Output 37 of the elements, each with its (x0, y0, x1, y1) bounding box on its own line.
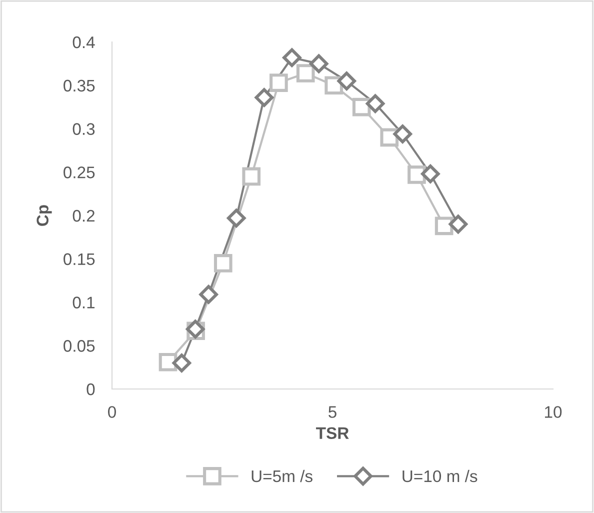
y-tick-label: 0.1 (72, 296, 95, 308)
legend-label: U=5m /s (252, 470, 312, 482)
point (421, 164, 440, 184)
point (158, 352, 178, 372)
point (242, 167, 261, 186)
point (324, 76, 343, 95)
point (380, 128, 399, 147)
y-tick-label: 0.05 (64, 340, 95, 352)
x-tick-label: 5 (328, 406, 336, 418)
x-axis-title: TSR (316, 427, 349, 439)
point (448, 214, 468, 234)
point (254, 88, 274, 107)
y-tick-label: 0.2 (72, 210, 94, 222)
y-tick-label: 0 (86, 383, 95, 396)
y-tick-label: 0.4 (72, 36, 95, 48)
point (172, 354, 192, 372)
point (270, 74, 288, 92)
x-tick-label: 10 (545, 406, 562, 418)
point (199, 285, 218, 304)
point (282, 48, 302, 67)
point (366, 94, 385, 113)
point (408, 166, 426, 184)
point (226, 208, 246, 228)
point (309, 54, 328, 74)
y-axis-title: Cp (36, 205, 52, 226)
point (214, 254, 232, 272)
y-tick-label: 0.15 (64, 253, 95, 266)
point (393, 124, 412, 144)
legend-label: U=10 m /s (402, 470, 478, 482)
y-tick-label: 0.25 (64, 166, 95, 178)
point (296, 64, 315, 82)
y-tick-label: 0.3 (72, 123, 95, 135)
point (337, 72, 356, 90)
point (352, 98, 371, 116)
point (434, 216, 454, 236)
x-tick-label: 0 (108, 406, 116, 418)
y-tick-label: 0.35 (64, 80, 95, 92)
